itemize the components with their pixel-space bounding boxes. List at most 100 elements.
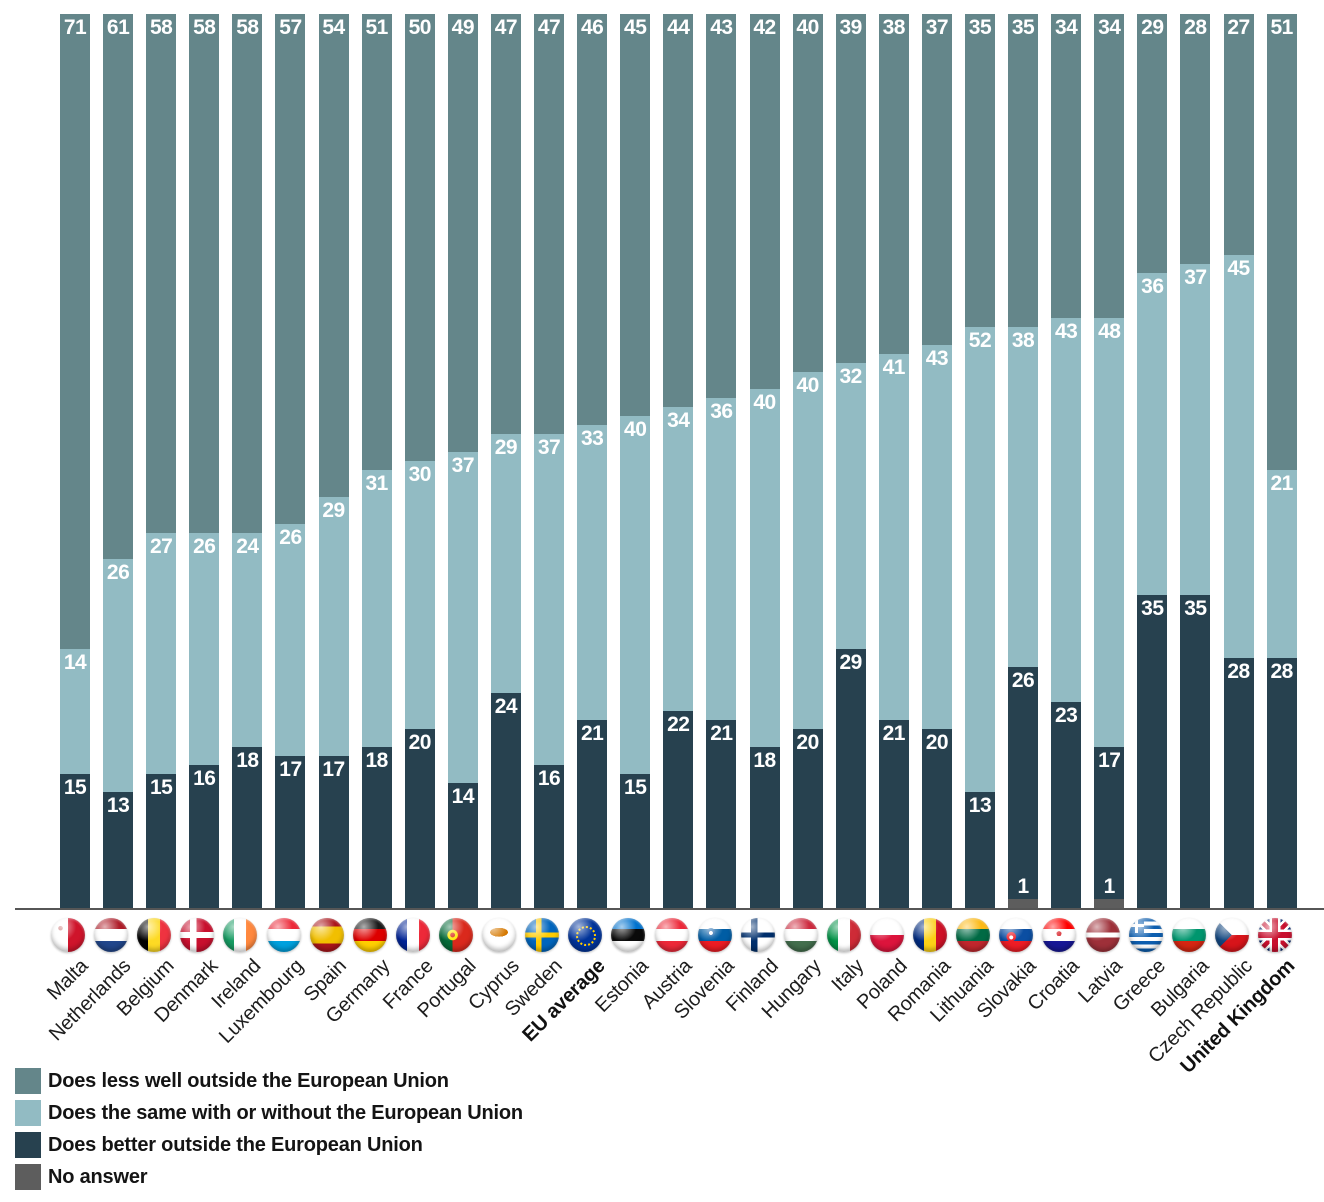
flag-latvia-icon xyxy=(1085,918,1120,952)
value-label-eu-average-better: 21 xyxy=(580,722,604,746)
value-label-cyprus-better: 24 xyxy=(494,695,518,719)
bar-column-eu-average: 46 33 21 xyxy=(577,14,608,908)
value-label-malta-less-well: 71 xyxy=(63,16,87,39)
value-label-cyprus-less-well: 47 xyxy=(494,16,518,39)
value-label-hungary-same: 40 xyxy=(796,373,819,397)
value-label-denmark-same: 26 xyxy=(193,534,216,558)
bar-column-estonia: 45 40 15 xyxy=(620,14,651,908)
flag-sweden-icon xyxy=(525,918,560,952)
flag-france-icon xyxy=(395,918,430,952)
segment-estonia-better: 15 xyxy=(620,773,651,908)
segment-denmark-less-well: 58 xyxy=(189,14,220,533)
legend-label-no-answer: No answer xyxy=(48,1165,148,1188)
segment-belgium-same: 27 xyxy=(146,532,177,774)
segment-czech-republic-less-well: 27 xyxy=(1223,14,1254,256)
segment-portugal-better: 14 xyxy=(447,782,478,908)
bar-column-netherlands: 61 26 13 xyxy=(103,14,134,908)
flag-czech-republic-icon xyxy=(1214,918,1249,952)
bar-column-luxembourg: 57 26 17 xyxy=(275,14,306,908)
bar-column-cyprus: 47 29 24 xyxy=(490,14,521,908)
segment-romania-less-well: 37 xyxy=(921,14,952,345)
bar-column-italy: 39 32 29 xyxy=(835,14,866,908)
value-label-luxembourg-better: 17 xyxy=(279,758,302,782)
value-label-bulgaria-better: 35 xyxy=(1184,597,1207,621)
bar-column-portugal: 49 37 14 xyxy=(447,14,478,908)
legend-item-less-well: Does less well outside the European Unio… xyxy=(15,1068,523,1094)
flag-portugal-icon xyxy=(438,918,473,952)
value-label-finland-less-well: 42 xyxy=(753,16,776,39)
segment-malta-less-well: 71 xyxy=(60,14,90,649)
bar-column-denmark: 58 26 16 xyxy=(189,14,220,908)
value-label-bulgaria-same: 37 xyxy=(1184,266,1207,290)
value-label-spain-less-well: 54 xyxy=(322,16,345,39)
value-label-czech-republic-same: 45 xyxy=(1227,257,1250,281)
segment-finland-same: 40 xyxy=(749,389,780,748)
value-label-greece-same: 36 xyxy=(1141,275,1164,299)
value-label-finland-same: 40 xyxy=(753,391,776,415)
segment-slovakia-no-answer: 1 xyxy=(1008,876,1039,908)
flag-ireland-icon xyxy=(223,918,258,952)
value-label-slovakia-better: 26 xyxy=(1011,668,1035,692)
segment-latvia-no-answer: 1 xyxy=(1094,876,1125,908)
value-label-estonia-same: 40 xyxy=(624,418,647,442)
segment-malta-same: 14 xyxy=(60,648,90,774)
segment-slovenia-better: 21 xyxy=(706,720,737,908)
value-label-united-kingdom-less-well: 51 xyxy=(1270,16,1293,39)
segment-poland-same: 41 xyxy=(878,353,909,721)
segment-hungary-less-well: 40 xyxy=(792,14,823,372)
value-label-slovenia-less-well: 43 xyxy=(710,16,733,39)
value-label-italy-better: 29 xyxy=(839,650,863,674)
value-label-czech-republic-less-well: 27 xyxy=(1227,16,1250,39)
value-label-germany-less-well: 51 xyxy=(365,16,388,39)
value-label-luxembourg-less-well: 57 xyxy=(279,16,302,39)
segment-romania-same: 43 xyxy=(921,344,952,730)
segment-portugal-same: 37 xyxy=(447,452,478,783)
value-label-greece-better: 35 xyxy=(1141,597,1164,621)
flag-greece-icon xyxy=(1128,918,1163,952)
value-label-austria-better: 22 xyxy=(667,713,690,737)
flag-netherlands-icon xyxy=(94,918,129,952)
segment-greece-less-well: 29 xyxy=(1137,14,1168,274)
value-label-eu-average-same: 33 xyxy=(580,427,604,451)
legend-label-less-well: Does less well outside the European Unio… xyxy=(48,1069,449,1092)
value-label-lithuania-better: 13 xyxy=(968,793,992,817)
legend-swatch-no-answer xyxy=(15,1164,41,1190)
bar-column-malta: 71 14 15 xyxy=(60,14,90,908)
segment-czech-republic-better: 28 xyxy=(1223,657,1254,908)
flag-austria-icon xyxy=(654,918,689,952)
value-label-italy-same: 32 xyxy=(839,364,863,388)
flag-luxembourg-icon xyxy=(266,918,301,952)
bar-column-romania: 37 43 20 xyxy=(921,14,952,908)
value-label-romania-better: 20 xyxy=(925,731,949,755)
segment-austria-better: 22 xyxy=(663,711,694,908)
value-label-ireland-less-well: 58 xyxy=(236,16,259,39)
segment-germany-better: 18 xyxy=(361,747,392,908)
flag-germany-icon xyxy=(352,918,387,952)
bar-column-germany: 51 31 18 xyxy=(361,14,392,908)
value-label-luxembourg-same: 26 xyxy=(279,525,302,549)
segment-france-better: 20 xyxy=(404,729,435,908)
segment-united-kingdom-same: 21 xyxy=(1266,469,1297,658)
segment-italy-same: 32 xyxy=(835,362,866,649)
value-label-poland-better: 21 xyxy=(882,722,906,746)
value-label-latvia-less-well: 34 xyxy=(1098,16,1121,39)
value-label-austria-same: 34 xyxy=(667,409,690,433)
segment-bulgaria-less-well: 28 xyxy=(1180,14,1211,265)
segment-ireland-better: 18 xyxy=(232,747,263,908)
segment-cyprus-less-well: 47 xyxy=(490,14,521,435)
bar-column-greece: 29 36 35 xyxy=(1137,14,1168,908)
value-label-portugal-better: 14 xyxy=(451,784,475,808)
segment-poland-better: 21 xyxy=(878,720,909,908)
segment-united-kingdom-better: 28 xyxy=(1266,657,1297,908)
segment-germany-less-well: 51 xyxy=(361,14,392,470)
segment-romania-better: 20 xyxy=(921,729,952,908)
value-label-united-kingdom-same: 21 xyxy=(1270,471,1293,495)
segment-bulgaria-same: 37 xyxy=(1180,264,1211,596)
bar-column-ireland: 58 24 18 xyxy=(232,14,263,908)
value-label-hungary-less-well: 40 xyxy=(796,16,819,39)
eu-stars-ring xyxy=(576,926,597,946)
value-label-spain-same: 29 xyxy=(322,498,345,522)
segment-spain-same: 29 xyxy=(318,496,349,756)
bar-column-spain: 54 29 17 xyxy=(318,14,349,908)
flag-poland-icon xyxy=(870,918,905,952)
